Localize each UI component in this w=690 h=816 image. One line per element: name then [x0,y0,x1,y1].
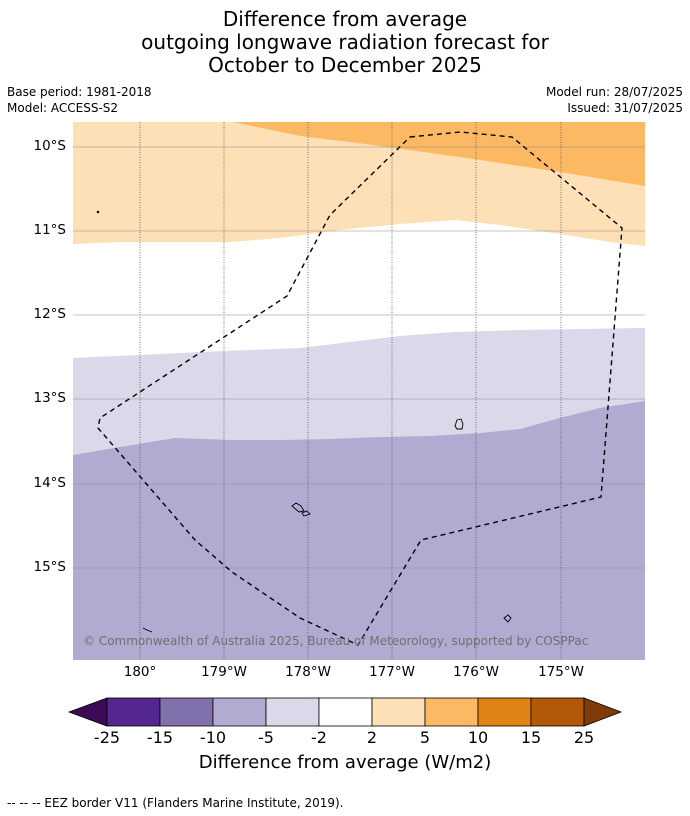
island-reef [142,627,153,633]
colorbar-tick: -25 [93,728,121,747]
title-line-3: October to December 2025 [208,53,482,77]
map-area: © Commonwealth of Australia 2025, Bureau… [73,122,645,660]
meta-right: Model run: 28/07/2025 Issued: 31/07/2025 [546,84,683,116]
lat-label: 11°S [33,222,67,238]
island-dot [96,210,100,214]
lat-label: 10°S [33,138,67,154]
colorbar-bin-neg-15-10 [159,697,214,727]
lon-label: 179°W [201,664,247,680]
island-niuafoou [454,418,464,430]
colorbar-bin-neg-5-2 [265,697,320,727]
colorbar-bin-15-25 [530,697,585,727]
issued-date: Issued: 31/07/2025 [567,101,683,115]
eez-footnote: -- -- -- EEZ border V11 (Flanders Marine… [7,796,344,810]
eez-border [97,131,623,646]
colorbar-tick: 15 [520,728,542,747]
lat-label: 15°S [33,559,67,575]
lon-label: 177°W [369,664,415,680]
island-small [503,614,512,623]
colorbar-bin-neg-10-5 [212,697,267,727]
title-line-1: Difference from average [222,7,468,31]
copyright-text: © Commonwealth of Australia 2025, Bureau… [83,634,588,648]
lon-label: 178°W [285,664,331,680]
colorbar-bin-5-10 [424,697,479,727]
field-neg-5-10 [73,401,645,660]
colorbar-tick: -10 [199,728,227,747]
lon-label: 175°W [538,664,584,680]
island-wallis [291,502,311,517]
colorbar-tick: -5 [258,728,274,747]
meta-left: Base period: 1981-2018 Model: ACCESS-S2 [7,84,152,116]
colorbar [67,697,623,727]
lat-label: 12°S [33,306,67,322]
model-run: Model run: 28/07/2025 [545,85,683,99]
base-period: Base period: 1981-2018 [7,85,152,99]
model-name: Model: ACCESS-S2 [7,101,119,115]
colorbar-bin-neg-2-2 [318,697,373,727]
colorbar-tick: -2 [311,728,327,747]
colorbar-bin-neg-25-15 [106,697,161,727]
lon-label: 180° [123,664,157,680]
lon-gridlines [139,122,562,660]
colorbar-extend-low [67,697,108,727]
colorbar-title: Difference from average (W/m2) [198,752,492,773]
title-line-2: outgoing longwave radiation forecast for [141,30,549,54]
chart-title: Difference from average outgoing longwav… [0,8,690,77]
colorbar-tick: 25 [573,728,595,747]
colorbar-extend-high [583,697,623,727]
colorbar-tick: -15 [146,728,174,747]
lat-gridlines [73,146,645,569]
field-pos-5-10 [233,122,645,186]
lon-label: 176°W [453,664,499,680]
colorbar-tick: 5 [419,728,431,747]
lat-label: 13°S [33,390,67,406]
colorbar-bin-2-5 [371,697,426,727]
islands [96,210,512,633]
colorbar-tick: 2 [366,728,378,747]
lat-label: 14°S [33,475,67,491]
colorbar-bin-10-15 [477,697,532,727]
colorbar-tick: 10 [467,728,489,747]
